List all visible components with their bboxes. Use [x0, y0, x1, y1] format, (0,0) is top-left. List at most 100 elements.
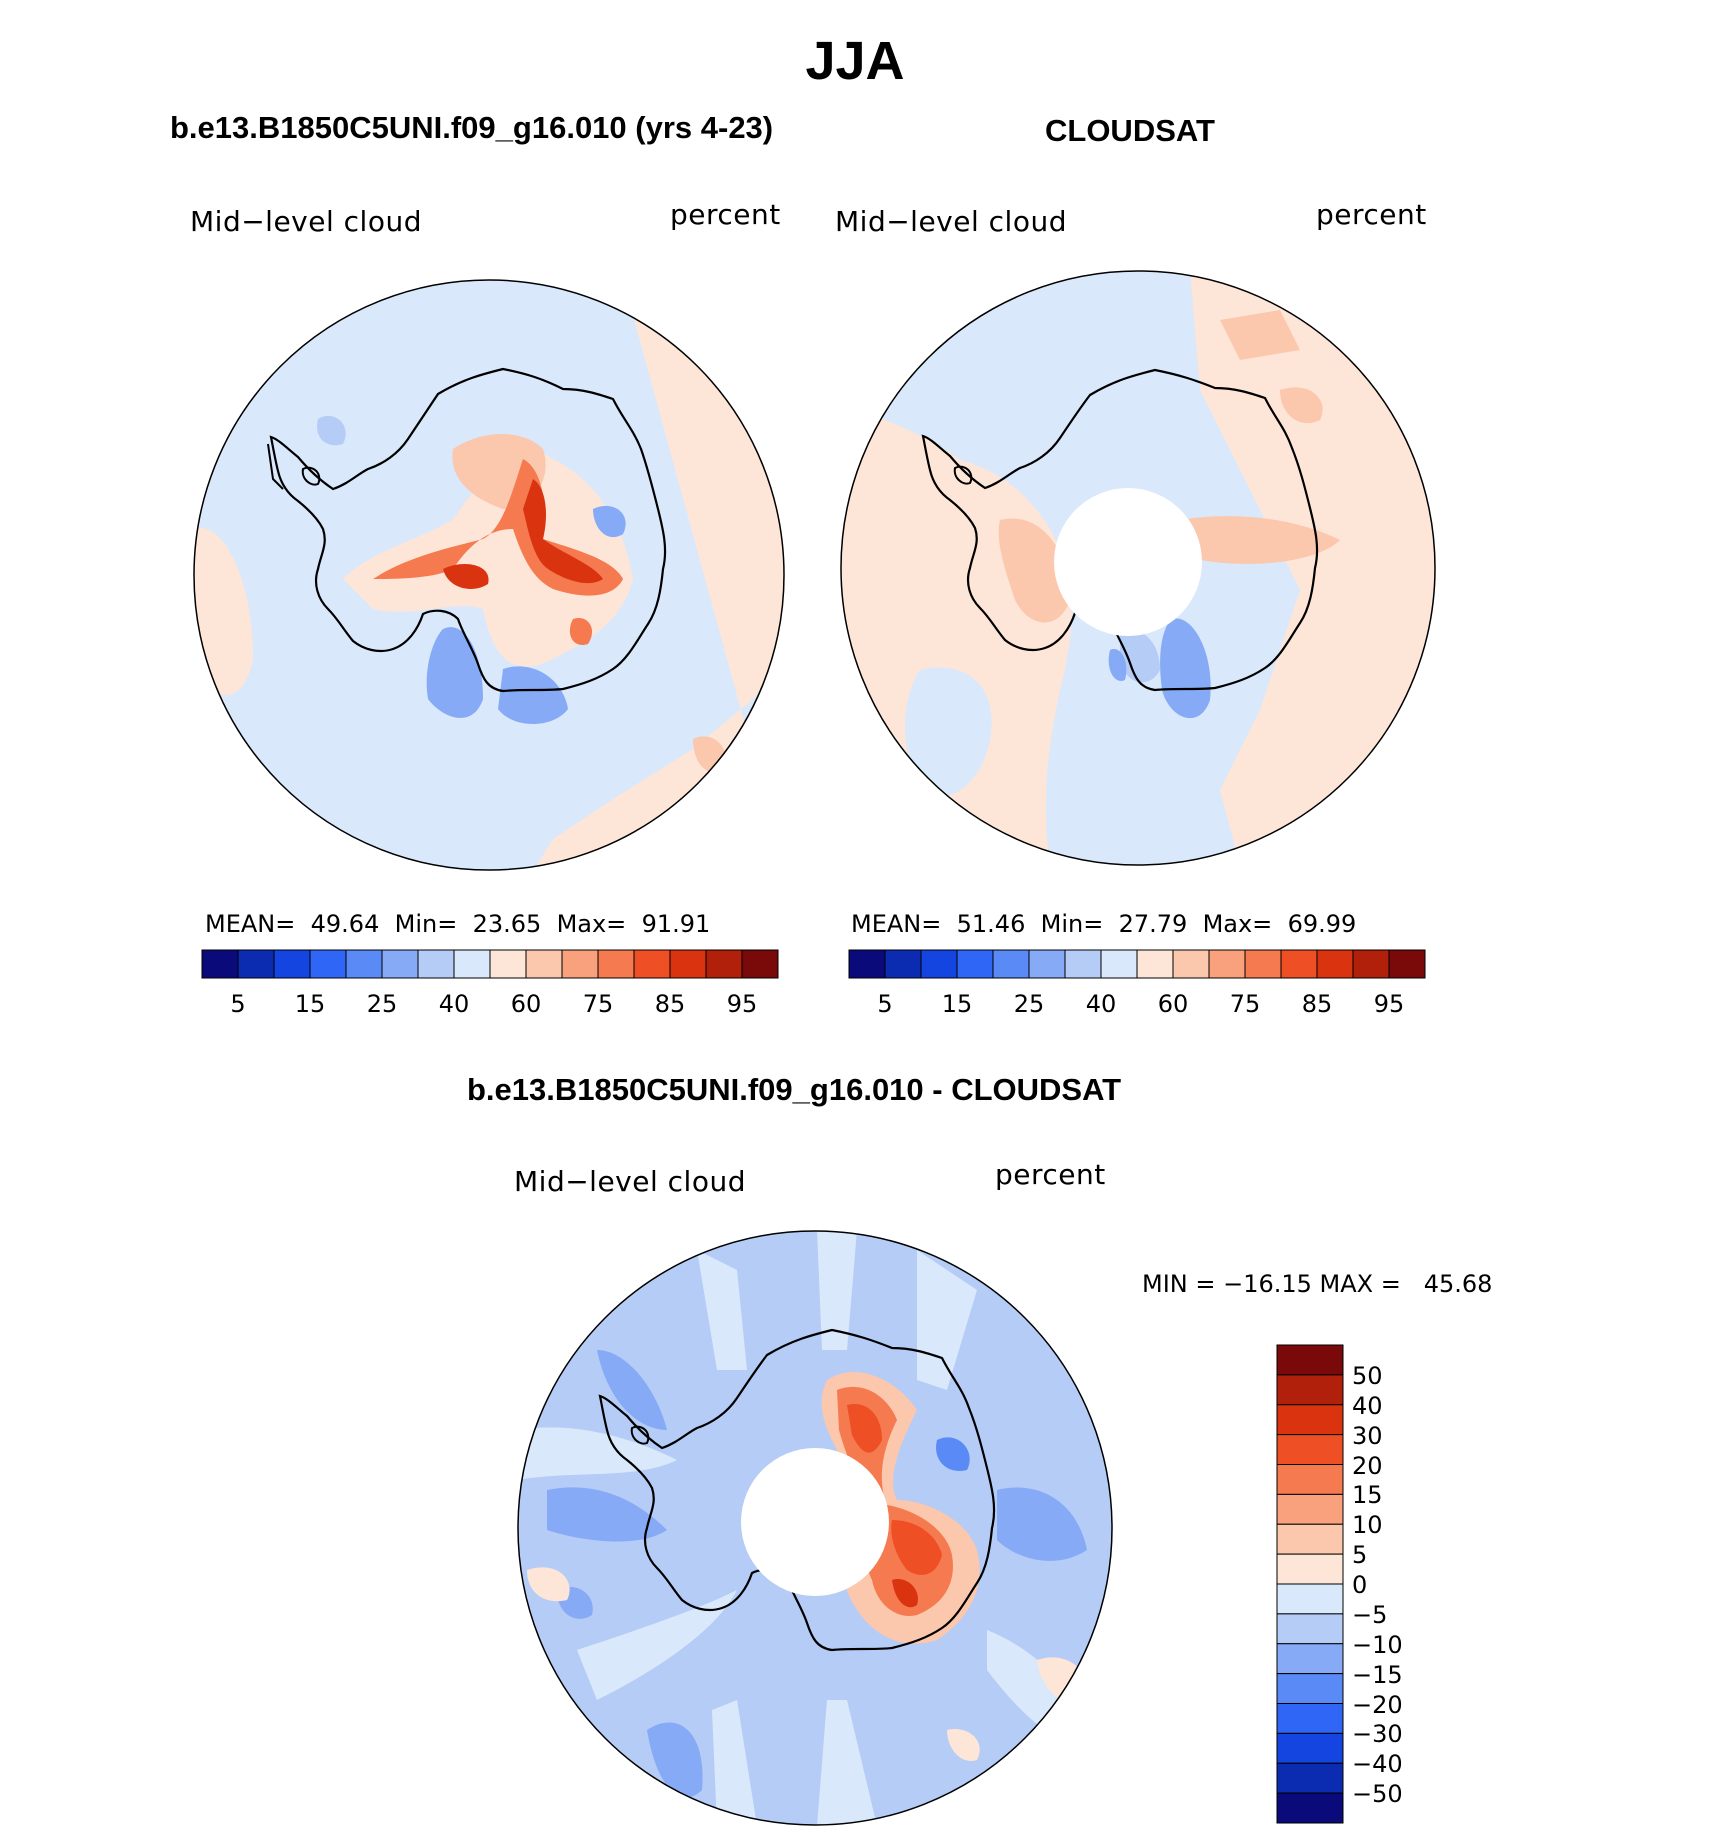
model-min: 23.65: [472, 910, 542, 938]
diff-colorbar-tick: −15: [1352, 1660, 1403, 1689]
obs-colorbar-swatch: [1316, 949, 1354, 979]
obs-colorbar-swatch: [848, 949, 886, 979]
model-colorbar-tick: 95: [726, 990, 758, 1018]
model-colorbar-swatch: [201, 949, 239, 979]
diff-colorbar-tick: 50: [1352, 1361, 1383, 1390]
diff-colorbar: [1276, 1344, 1344, 1824]
diff-variable-label: Mid−level cloud: [514, 1165, 746, 1198]
figure-title: JJA: [805, 31, 905, 91]
diff-colorbar-swatch: [1276, 1703, 1344, 1734]
obs-colorbar-swatch: [1136, 949, 1174, 979]
panel-obs-variable-label: Mid−level cloud: [835, 205, 1067, 238]
diff-colorbar-tick: −20: [1352, 1690, 1403, 1719]
diff-colorbar-swatch: [1276, 1434, 1344, 1465]
diff-colorbar-swatch: [1276, 1762, 1344, 1794]
obs-colorbar-swatch: [1388, 949, 1426, 979]
diff-colorbar-swatch: [1276, 1673, 1344, 1704]
model-colorbar-swatch: [597, 949, 635, 979]
diff-colorbar-swatch: [1276, 1404, 1344, 1436]
diff-title: b.e13.B1850C5UNI.f09_g16.010 - CLOUDSAT: [467, 1072, 1122, 1107]
obs-colorbar-tick: 95: [1373, 990, 1405, 1018]
obs-colorbar: [848, 949, 1426, 979]
model-mean-label: MEAN=: [205, 910, 296, 938]
obs-min-label: Min=: [1040, 910, 1104, 938]
panel-model-variable-label: Mid−level cloud: [190, 205, 422, 238]
model-max-label: Max=: [556, 910, 627, 938]
panel-obs-units-label: percent: [1316, 198, 1427, 231]
model-stats: MEAN= 49.64 Min= 23.65 Max= 91.91: [205, 910, 710, 938]
model-colorbar-tick: 85: [654, 990, 686, 1018]
obs-stats: MEAN= 51.46 Min= 27.79 Max= 69.99: [851, 910, 1356, 938]
panel-obs-title: CLOUDSAT: [1045, 113, 1215, 148]
model-colorbar-swatch: [453, 949, 491, 979]
diff-colorbar-swatch: [1276, 1732, 1344, 1764]
model-colorbar-tick: 60: [510, 990, 542, 1018]
diff-colorbar-swatch: [1276, 1792, 1344, 1824]
model-colorbar-tick: 40: [438, 990, 470, 1018]
diff-colorbar-tick: 20: [1352, 1451, 1383, 1480]
model-mean: 49.64: [310, 910, 380, 938]
diff-colorbar-tick: 5: [1352, 1541, 1368, 1570]
model-colorbar-swatch: [669, 949, 707, 979]
obs-min: 27.79: [1118, 910, 1188, 938]
panel-model-title: b.e13.B1850C5UNI.f09_g16.010 (yrs 4-23): [170, 110, 774, 145]
obs-colorbar-swatch: [1244, 949, 1282, 979]
model-colorbar-tick: 5: [230, 990, 246, 1018]
obs-max-label: Max=: [1202, 910, 1273, 938]
model-max: 91.91: [641, 910, 711, 938]
diff-colorbar-swatch: [1276, 1523, 1344, 1555]
diff-colorbar-swatch: [1276, 1374, 1344, 1406]
diff-colorbar-tick: 40: [1352, 1391, 1383, 1420]
model-colorbar-tick: 25: [366, 990, 398, 1018]
diff-units-label: percent: [995, 1158, 1106, 1191]
diff-colorbar-tick: 30: [1352, 1421, 1383, 1450]
diff-colorbar-swatch: [1276, 1643, 1344, 1675]
model-colorbar-swatch: [561, 949, 599, 979]
diff-colorbar-swatch: [1276, 1553, 1344, 1585]
diff-colorbar-tick: −10: [1352, 1630, 1403, 1659]
model-colorbar-swatch: [345, 949, 383, 979]
obs-polar-map: [840, 270, 1436, 866]
model-colorbar-tick: 15: [294, 990, 326, 1018]
model-colorbar-tick: 75: [582, 990, 614, 1018]
obs-colorbar-swatch: [992, 949, 1030, 979]
model-colorbar-ticks: 5 15 25 40 60 75 85 95: [202, 990, 778, 1020]
model-colorbar-swatch: [273, 949, 311, 979]
diff-colorbar-swatch: [1276, 1613, 1344, 1645]
obs-colorbar-ticks: 5 15 25 40 60 75 85 95: [849, 990, 1425, 1020]
diff-colorbar-tick: −40: [1352, 1750, 1403, 1779]
diff-colorbar-swatch: [1276, 1493, 1344, 1525]
obs-colorbar-swatch: [1064, 949, 1102, 979]
panel-model-units-label: percent: [670, 198, 781, 231]
obs-colorbar-tick: 5: [877, 990, 893, 1018]
obs-colorbar-swatch: [1028, 949, 1066, 979]
model-colorbar: [201, 949, 779, 979]
model-colorbar-swatch: [525, 949, 563, 979]
model-colorbar-swatch: [489, 949, 527, 979]
model-colorbar-swatch: [237, 949, 275, 979]
model-colorbar-swatch: [309, 949, 347, 979]
obs-colorbar-swatch: [1100, 949, 1138, 979]
obs-colorbar-swatch: [1172, 949, 1210, 979]
model-colorbar-swatch: [705, 949, 743, 979]
model-polar-map: [193, 279, 785, 871]
obs-mean-label: MEAN=: [851, 910, 942, 938]
obs-colorbar-tick: 25: [1013, 990, 1045, 1018]
diff-colorbar-tick: 10: [1352, 1511, 1383, 1540]
diff-minmax: MIN = −16.15 MAX = 45.68: [1142, 1270, 1493, 1298]
obs-colorbar-tick: 85: [1301, 990, 1333, 1018]
diff-colorbar-tick: −50: [1352, 1780, 1403, 1809]
obs-mean: 51.46: [956, 910, 1026, 938]
model-colorbar-swatch: [633, 949, 671, 979]
diff-colorbar-tick: 15: [1352, 1481, 1383, 1510]
obs-colorbar-swatch: [1280, 949, 1318, 979]
obs-colorbar-swatch: [1208, 949, 1246, 979]
diff-polar-map: [517, 1230, 1113, 1826]
diff-colorbar-swatch: [1276, 1464, 1344, 1495]
diff-colorbar-swatch: [1276, 1344, 1344, 1376]
obs-colorbar-swatch: [956, 949, 994, 979]
obs-colorbar-swatch: [920, 949, 958, 979]
model-colorbar-swatch: [741, 949, 779, 979]
model-colorbar-swatch: [417, 949, 455, 979]
model-min-label: Min=: [394, 910, 458, 938]
